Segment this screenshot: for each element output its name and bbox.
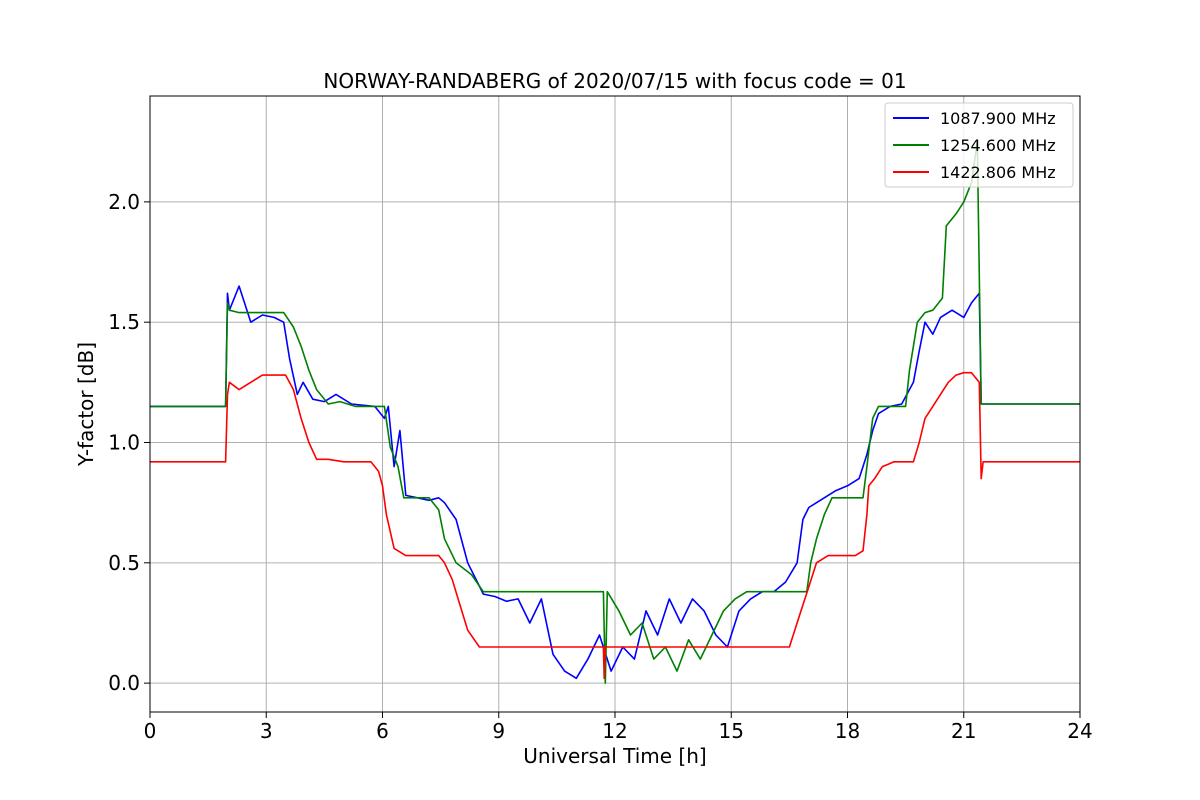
axis-ticks: 0 3 6 9 12 15 18 21 24 0.0 0.5 1.0 1.5 2.0	[108, 190, 1093, 743]
y-tick-label: 0.0	[108, 671, 140, 695]
x-axis-label: Universal Time [h]	[523, 744, 706, 768]
x-tick-label: 12	[602, 719, 627, 743]
legend-box	[884, 102, 1074, 188]
x-tick-label: 3	[260, 719, 273, 743]
x-tick-label: 15	[719, 719, 744, 743]
series-lines	[150, 140, 1080, 684]
legend-label: 1087.900 MHz	[940, 109, 1056, 128]
series-line-2	[150, 140, 1080, 684]
y-axis-label: Y-factor [dB]	[74, 342, 98, 467]
x-tick-label: 24	[1067, 719, 1092, 743]
x-tick-label: 18	[835, 719, 860, 743]
y-tick-label: 1.5	[108, 310, 140, 334]
x-tick-label: 9	[492, 719, 505, 743]
series-line-1	[150, 285, 1080, 680]
x-tick-label: 21	[951, 719, 976, 743]
series-line-3	[150, 371, 1080, 680]
x-tick-label: 6	[376, 719, 389, 743]
y-tick-label: 0.5	[108, 551, 140, 575]
y-tick-label: 2.0	[108, 190, 140, 214]
y-tick-label: 1.0	[108, 431, 140, 455]
legend-label: 1422.806 MHz	[940, 163, 1056, 182]
x-tick-label: 0	[144, 719, 157, 743]
legend-label: 1254.600 MHz	[940, 136, 1056, 155]
chart-title: NORWAY-RANDABERG of 2020/07/15 with focu…	[323, 69, 906, 93]
plot-area	[150, 140, 1080, 684]
legend: 1087.900 MHz 1254.600 MHz 1422.806 MHz	[884, 102, 1074, 188]
